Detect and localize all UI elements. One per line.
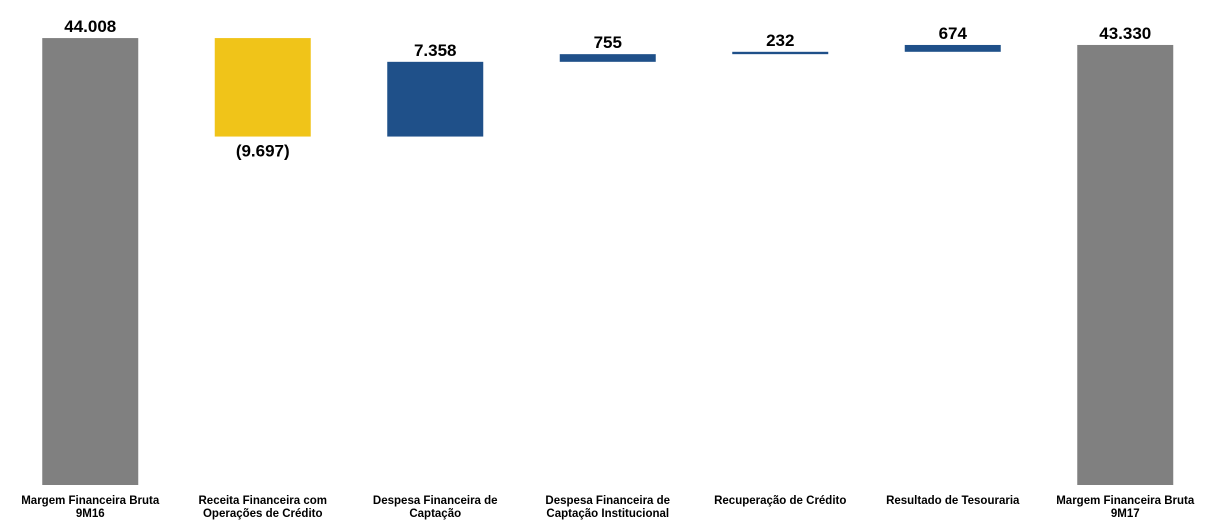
value-label: 755 [594, 33, 622, 52]
value-label: 7.358 [414, 41, 457, 60]
bar [42, 38, 139, 485]
x-tick-label: Despesa Financeira de Captação [372, 495, 498, 520]
x-tick-label: Despesa Financeira de Captação Instituci… [545, 495, 671, 520]
x-tick-label: Margem Financeira Bruta 9M17 [1056, 495, 1195, 520]
value-label: 43.330 [1099, 24, 1151, 43]
bar [214, 38, 311, 137]
value-label: 674 [939, 24, 968, 43]
value-label: (9.697) [236, 142, 290, 161]
x-tick-label: Recuperação de Crédito [714, 495, 847, 507]
x-tick-label: Margem Financeira Bruta 9M16 [21, 495, 160, 520]
bar [387, 61, 484, 137]
bar [904, 44, 1001, 52]
x-tick-label: Receita Financeira com Operações de Créd… [198, 495, 327, 520]
value-label: 232 [766, 31, 794, 50]
bar [1077, 44, 1174, 485]
bar [732, 51, 829, 55]
value-label: 44.008 [64, 17, 116, 36]
bar [559, 54, 656, 62]
x-tick-label: Resultado de Tesouraria [886, 495, 1020, 507]
